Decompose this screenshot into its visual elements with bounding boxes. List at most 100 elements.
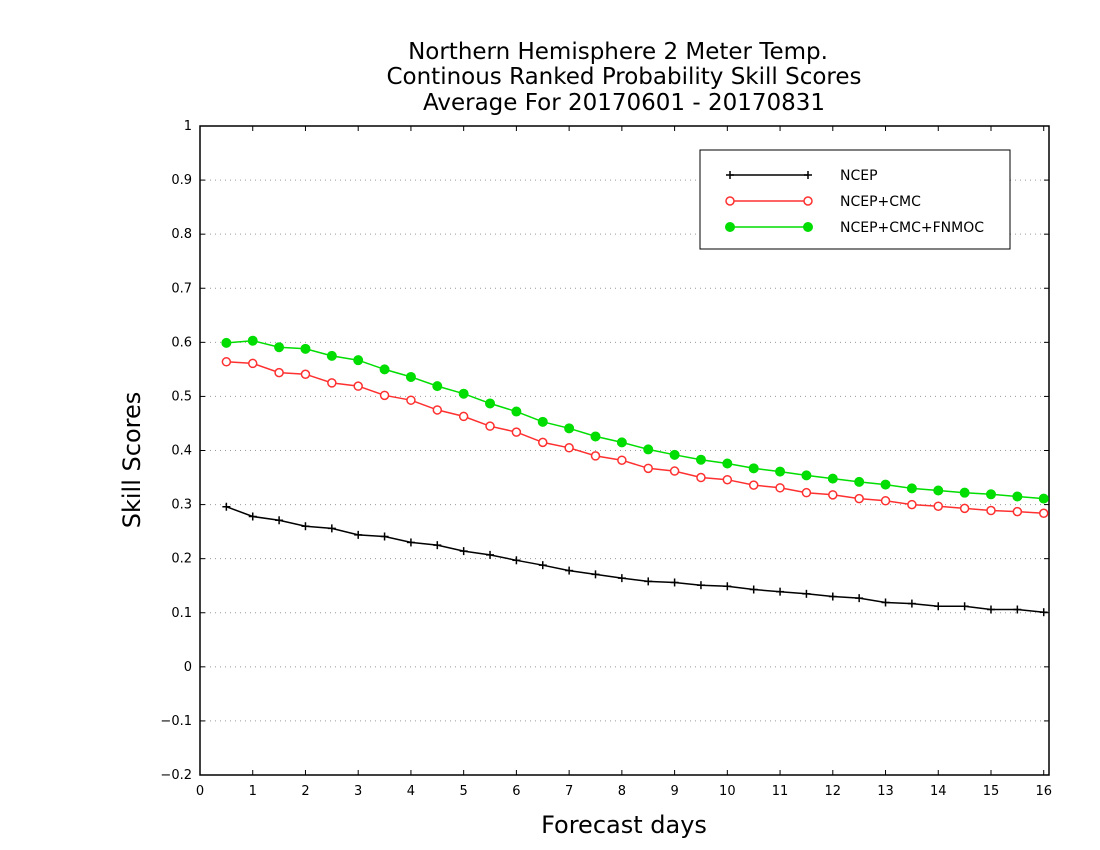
data-point	[591, 570, 600, 579]
data-point	[722, 474, 733, 485]
data-point	[433, 541, 442, 550]
data-point	[248, 512, 257, 521]
x-tick-label: 15	[983, 784, 1000, 799]
data-point	[803, 196, 813, 206]
data-point	[1012, 506, 1023, 517]
data-point	[617, 455, 627, 465]
data-point	[565, 566, 574, 575]
data-point	[406, 395, 416, 405]
x-tick-label: 13	[877, 784, 894, 799]
data-point	[933, 485, 944, 496]
data-point	[432, 381, 443, 392]
x-tick-label: 0	[196, 784, 204, 799]
axes: −0.2−0.100.10.20.30.40.50.60.70.80.910 1 2…	[160, 119, 1052, 799]
y-tick-label: 0.8	[171, 227, 192, 242]
data-point	[564, 423, 575, 434]
data-point	[486, 550, 495, 559]
gridlines	[200, 179, 1049, 722]
data-point	[880, 496, 891, 506]
data-point	[458, 411, 469, 422]
data-point	[725, 196, 735, 206]
data-point	[538, 437, 548, 448]
data-point	[1038, 493, 1049, 504]
data-point	[934, 602, 943, 611]
x-tick-label: 12	[825, 784, 842, 799]
data-point	[776, 587, 785, 596]
data-point	[775, 483, 785, 493]
data-point	[511, 406, 522, 417]
data-point	[959, 487, 970, 498]
y-tick-label: −0.2	[160, 768, 192, 783]
data-point	[880, 479, 891, 490]
x-axis-label: Forecast days	[541, 811, 707, 839]
data-point	[379, 390, 390, 401]
legend-box	[699, 149, 1011, 250]
data-point	[405, 371, 416, 382]
data-point	[354, 530, 363, 539]
data-point	[221, 357, 232, 367]
data-point	[748, 463, 759, 474]
data-point	[907, 599, 916, 608]
data-point	[353, 381, 363, 391]
legend-label: NCEP	[840, 168, 878, 184]
data-point	[274, 367, 284, 378]
data-point	[726, 171, 734, 179]
x-tick-label: 16	[1035, 784, 1052, 799]
data-point	[617, 574, 626, 583]
data-point	[1039, 608, 1048, 617]
data-point	[801, 487, 812, 498]
data-point	[300, 369, 311, 379]
data-point	[828, 490, 838, 500]
data-point	[801, 470, 812, 481]
data-point	[669, 466, 680, 476]
legend-entry: NCEP	[726, 168, 878, 184]
series-line	[226, 361, 1044, 514]
y-tick-label: 0.4	[171, 444, 192, 459]
data-point	[380, 532, 389, 541]
data-point	[406, 538, 415, 547]
data-point	[327, 524, 336, 533]
y-tick-label: −0.1	[160, 714, 192, 729]
data-point	[485, 398, 496, 409]
data-point	[643, 463, 653, 474]
y-tick-label: 0.5	[171, 389, 192, 404]
data-point	[906, 483, 917, 494]
data-point	[353, 355, 364, 366]
data-point	[643, 444, 654, 455]
data-point	[247, 358, 258, 369]
y-tick-label: 1	[184, 119, 192, 134]
data-point	[959, 503, 970, 514]
x-tick-label: 5	[460, 784, 468, 799]
data-point	[1038, 508, 1049, 518]
y-tick-label: 0.9	[171, 173, 192, 188]
data-point	[827, 473, 838, 484]
legend-label: NCEP+CMC	[840, 194, 921, 210]
x-tick-label: 2	[301, 784, 309, 799]
y-tick-label: 0	[184, 660, 192, 675]
series-line	[226, 339, 1044, 500]
x-tick-label: 3	[354, 784, 362, 799]
legend: NCEP NCEP+CMC NCEP+CMC+FNMOC	[699, 149, 1011, 250]
legend-entry: NCEP+CMC	[725, 194, 921, 210]
y-tick-label: 0.7	[171, 281, 192, 296]
x-tick-label: 8	[618, 784, 626, 799]
data-point	[590, 451, 601, 461]
data-point	[907, 499, 917, 510]
data-point	[379, 364, 390, 375]
x-tick-label: 4	[407, 784, 415, 799]
x-tick-label: 1	[249, 784, 257, 799]
series-line	[226, 505, 1044, 613]
data-point	[459, 547, 468, 556]
data-point	[644, 577, 653, 586]
data-point	[722, 458, 733, 469]
data-point	[748, 480, 759, 490]
data-point	[696, 472, 706, 483]
x-tick-label: 11	[772, 784, 789, 799]
chart-title-line-3: Average For 20170601 - 20170831	[423, 90, 825, 116]
data-point	[881, 598, 890, 607]
data-point	[221, 337, 232, 348]
y-tick-label: 0.6	[171, 335, 192, 350]
y-tick-label: 0.1	[171, 606, 192, 621]
y-tick-label: 0.3	[171, 498, 192, 513]
